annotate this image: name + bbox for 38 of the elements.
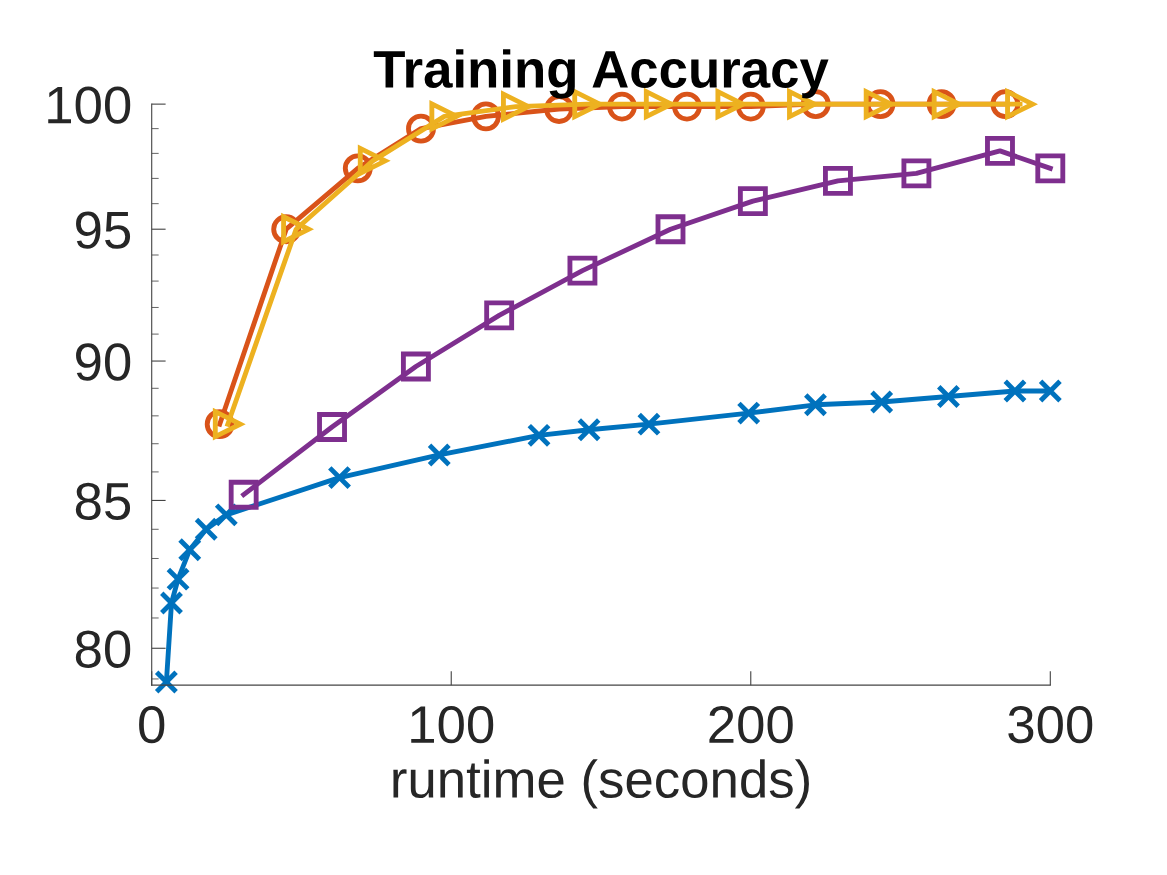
point	[317, 412, 347, 442]
point	[803, 392, 828, 417]
point	[1038, 378, 1063, 404]
x-tick-label: 100	[411, 705, 494, 744]
point	[281, 212, 314, 246]
y-tick-label: 90	[76, 343, 131, 381]
point	[1035, 153, 1066, 184]
point	[165, 567, 191, 592]
x-tick-label: 300	[1008, 705, 1093, 744]
x-tick-label: 0	[139, 705, 165, 744]
chart-title: Training Accuracy	[373, 49, 829, 99]
point	[901, 158, 932, 189]
point	[484, 300, 515, 331]
y-tick-label: 80	[75, 630, 131, 668]
point	[636, 412, 662, 437]
y-tick-label: 85	[75, 482, 131, 521]
point	[576, 417, 602, 442]
point	[823, 165, 853, 196]
point	[655, 214, 686, 245]
y-tick-label: 100	[48, 86, 131, 124]
point	[736, 400, 761, 426]
point	[869, 389, 894, 415]
point	[228, 479, 259, 510]
point	[159, 590, 184, 616]
x-tick-label: 200	[709, 705, 793, 744]
point	[936, 384, 961, 409]
point	[327, 465, 352, 490]
point	[985, 135, 1015, 166]
point	[567, 255, 598, 286]
point	[177, 537, 202, 562]
point	[427, 442, 452, 468]
x-axis-title: runtime (seconds)	[393, 759, 809, 809]
point	[400, 351, 431, 382]
point	[1002, 378, 1028, 404]
point	[194, 517, 219, 542]
point	[526, 423, 552, 448]
point	[737, 186, 768, 217]
y-tick-label: 95	[76, 211, 131, 249]
